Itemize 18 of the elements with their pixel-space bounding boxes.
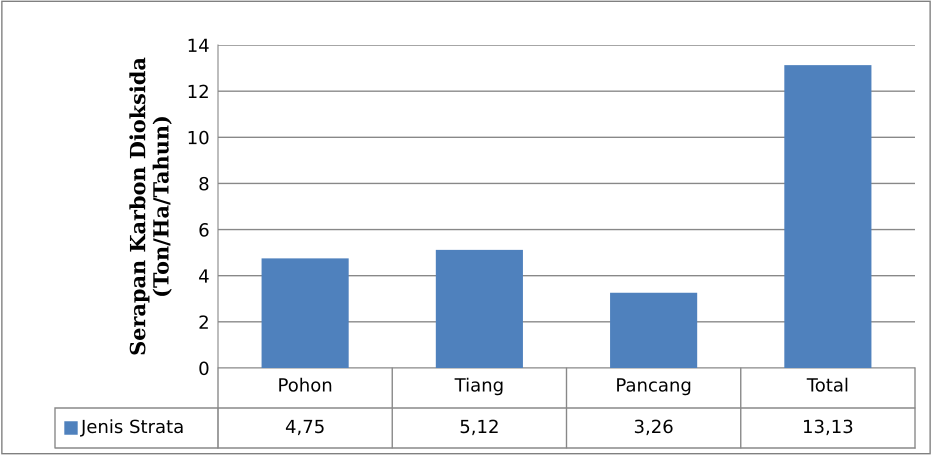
y-tick-label: 8	[199, 176, 208, 191]
y-tick-label: 0	[199, 361, 208, 376]
data-label: 5,12	[460, 420, 498, 436]
y-tick-label: 6	[199, 223, 209, 237]
data-label: 13,13	[804, 420, 852, 436]
y-tick-label: 10	[188, 130, 208, 144]
data-label: 4,75	[286, 420, 324, 436]
y-tick-label: 12	[188, 84, 208, 98]
y-axis-title: Serapan Karbon Dioksida (Ton/Ha/Tahun)	[129, 58, 172, 354]
x-tick-label: Tiang	[454, 378, 502, 396]
x-tick-label: Pancang	[617, 378, 690, 396]
y-tick-label: 2	[200, 315, 208, 329]
data-label: 3,26	[634, 420, 673, 436]
legend-label: Jenis Strata	[80, 419, 183, 437]
x-tick-label: Pohon	[279, 378, 332, 392]
y-tick-label: 4	[199, 269, 209, 283]
x-tick-label: Total	[806, 378, 848, 392]
y-tick-label: 14	[188, 38, 209, 52]
